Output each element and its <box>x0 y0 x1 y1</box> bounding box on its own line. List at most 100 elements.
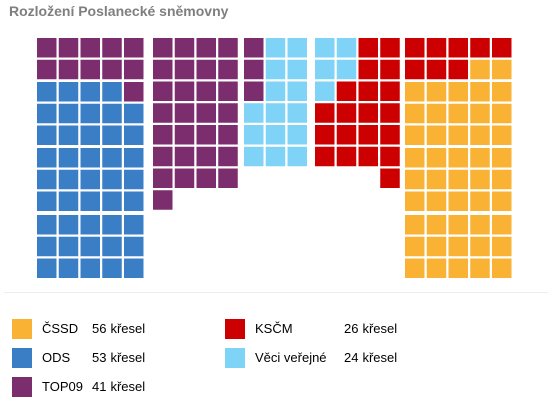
seat-kscm <box>426 59 447 80</box>
seat-kscm <box>358 59 378 80</box>
legend-swatch-veci-verejne <box>225 348 245 368</box>
legend-count-veci-verejne: 24 křesel <box>344 350 398 365</box>
seat-ods <box>102 236 122 257</box>
seat-cssd <box>492 191 512 211</box>
seat-cssd <box>405 169 425 190</box>
seat-top09 <box>37 59 57 80</box>
seat-cssd <box>448 103 468 124</box>
seat-veci-verejne <box>336 59 357 80</box>
seat-cssd <box>470 103 490 124</box>
seat-ods <box>124 125 144 145</box>
legend-count-cssd: 56 křesel <box>92 321 146 336</box>
seat-veci-verejne <box>287 38 307 58</box>
seat-top09 <box>196 38 216 58</box>
seat-ods <box>80 82 100 102</box>
seat-top09 <box>174 59 195 80</box>
seat-ods <box>58 125 79 145</box>
seat-ods <box>37 191 57 211</box>
seat-cssd <box>448 215 468 235</box>
seat-ods <box>37 258 57 278</box>
seat-kscm <box>380 38 400 58</box>
seat-top09 <box>153 168 173 188</box>
seat-veci-verejne <box>265 59 286 80</box>
seat-kscm <box>336 146 357 167</box>
seat-top09 <box>218 38 238 58</box>
seat-veci-verejne <box>265 125 286 145</box>
seat-cssd <box>405 236 425 257</box>
seat-ods <box>102 82 122 102</box>
seat-kscm <box>380 125 400 145</box>
seat-top09 <box>196 146 216 167</box>
seat-kscm <box>358 103 378 123</box>
seat-chart <box>37 38 512 278</box>
legend-label-top09: TOP09 <box>42 379 83 394</box>
seat-ods <box>37 236 57 257</box>
seat-top09 <box>58 38 79 58</box>
seat-cssd <box>426 215 447 235</box>
seat-ods <box>102 103 122 124</box>
seat-top09 <box>80 59 100 80</box>
seat-veci-verejne <box>265 146 286 167</box>
legend-swatch-ods <box>12 348 32 368</box>
seat-cssd <box>492 125 512 145</box>
seat-cssd <box>448 258 468 278</box>
seat-kscm <box>380 146 400 167</box>
seat-top09 <box>218 168 238 188</box>
seat-ods <box>102 258 122 278</box>
seat-cssd <box>426 258 447 278</box>
seat-cssd <box>426 236 447 257</box>
seat-top09 <box>218 103 238 123</box>
seat-ods <box>102 191 122 211</box>
seat-veci-verejne <box>315 81 335 101</box>
seat-ods <box>124 191 144 211</box>
seat-cssd <box>470 191 490 211</box>
chart-title: Rozložení Poslanecké sněmovny <box>9 3 229 19</box>
seat-cssd <box>448 236 468 257</box>
seat-cssd <box>405 191 425 211</box>
seat-cssd <box>492 148 512 168</box>
seat-cssd <box>426 125 447 145</box>
seat-kscm <box>380 168 400 188</box>
seat-top09 <box>218 59 238 80</box>
seat-cssd <box>405 82 425 102</box>
seat-kscm <box>358 146 378 167</box>
seat-kscm <box>358 38 378 58</box>
legend-count-ods: 53 křesel <box>92 350 146 365</box>
seat-top09 <box>174 103 195 123</box>
seat-top09 <box>244 59 264 80</box>
legend-swatch-cssd <box>12 319 32 339</box>
seat-top09 <box>153 125 173 145</box>
seat-top09 <box>174 38 195 58</box>
seat-top09 <box>196 125 216 145</box>
seat-cssd <box>448 82 468 102</box>
seat-top09 <box>80 38 100 58</box>
seat-cssd <box>426 191 447 211</box>
legend-swatch-top09 <box>12 377 32 397</box>
seat-ods <box>58 258 79 278</box>
seat-cssd <box>470 59 490 80</box>
seat-ods <box>37 82 57 102</box>
seat-top09 <box>153 59 173 80</box>
seat-kscm <box>315 125 335 145</box>
seat-ods <box>58 215 79 235</box>
seat-ods <box>37 103 57 124</box>
seat-cssd <box>405 125 425 145</box>
seat-veci-verejne <box>265 81 286 101</box>
seat-top09 <box>218 81 238 101</box>
seat-kscm <box>380 59 400 80</box>
seat-ods <box>58 82 79 102</box>
seat-cssd <box>405 148 425 168</box>
seat-veci-verejne <box>265 103 286 123</box>
seat-veci-verejne <box>315 38 335 58</box>
seat-cssd <box>492 103 512 124</box>
seat-cssd <box>492 215 512 235</box>
seat-kscm <box>492 38 512 58</box>
seat-veci-verejne <box>315 59 335 80</box>
seat-veci-verejne <box>287 59 307 80</box>
legend-count-kscm: 26 křesel <box>344 321 398 336</box>
legend-label-kscm: KSČM <box>255 321 293 336</box>
seat-top09 <box>153 103 173 123</box>
seat-ods <box>80 215 100 235</box>
seat-top09 <box>124 82 144 102</box>
seat-ods <box>124 148 144 168</box>
